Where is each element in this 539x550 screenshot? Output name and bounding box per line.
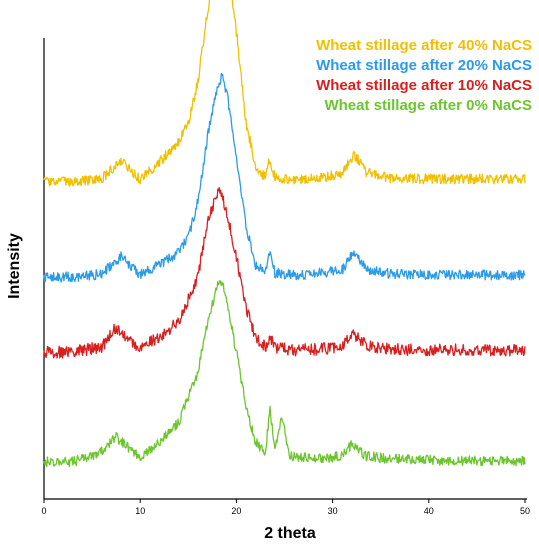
- plot-area: 0 10 20 30 40 50: [41, 0, 530, 516]
- x-tick-label: 50: [520, 506, 530, 516]
- x-axis-title: 2 theta: [264, 525, 316, 542]
- x-tick-label: 0: [41, 506, 46, 516]
- series-line: [43, 187, 526, 359]
- legend-entry: Wheat stillage after 20% NaCS: [316, 57, 532, 74]
- legend: Wheat stillage after 40% NaCS Wheat still…: [316, 37, 532, 114]
- legend-entry: Wheat stillage after 0% NaCS: [324, 97, 532, 114]
- series-line: [43, 279, 526, 468]
- x-ticks: 0 10 20 30 40 50: [41, 499, 530, 516]
- series-line: [43, 0, 526, 187]
- x-tick-label: 20: [231, 506, 241, 516]
- x-tick-label: 30: [328, 506, 338, 516]
- x-tick-label: 40: [424, 506, 434, 516]
- series-line: [43, 73, 526, 283]
- legend-entry: Wheat stillage after 40% NaCS: [316, 37, 532, 54]
- x-tick-label: 10: [135, 506, 145, 516]
- series-layer: [43, 0, 526, 468]
- legend-entry: Wheat stillage after 10% NaCS: [316, 77, 532, 94]
- y-axis-title: Intensity: [6, 233, 23, 299]
